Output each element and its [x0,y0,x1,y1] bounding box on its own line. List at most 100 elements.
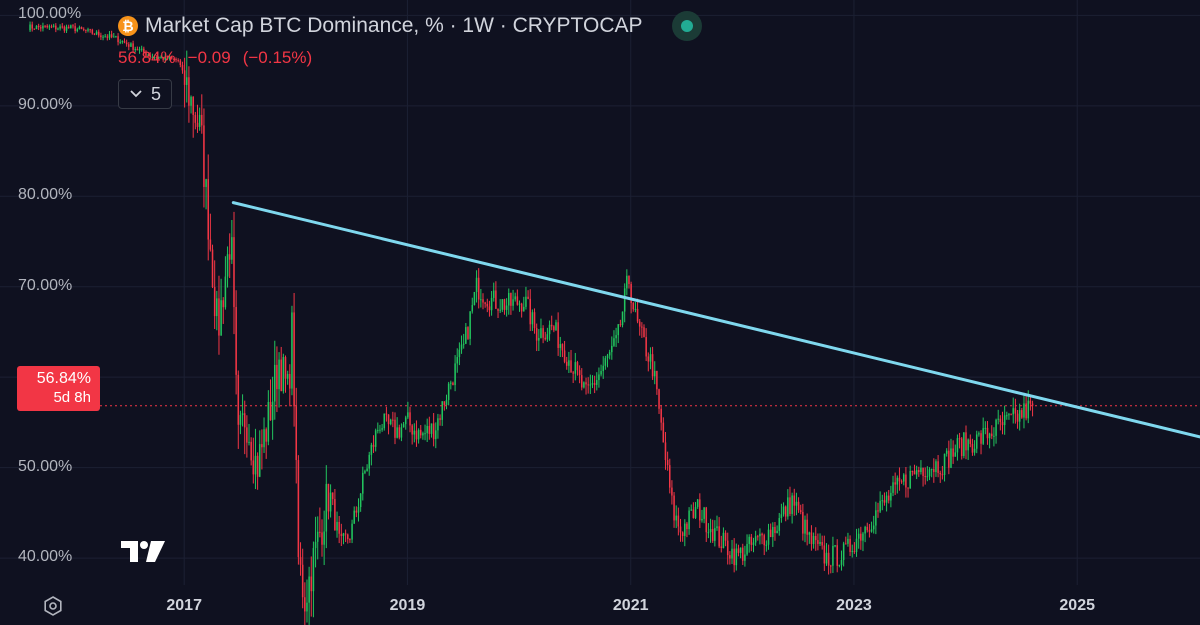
candle [939,470,942,483]
candle [769,523,772,538]
candle [488,300,491,317]
live-status-dot-icon [671,11,702,41]
candle [905,467,907,498]
candle [623,283,626,323]
candle [782,502,785,517]
candle [658,388,660,414]
candle [430,423,433,438]
candle [389,418,392,426]
candle [703,506,705,524]
candle [1010,413,1012,416]
settings-icon[interactable] [42,595,64,617]
candle [982,417,984,445]
candle [188,66,190,123]
candle [505,298,508,317]
candle [540,318,542,339]
candle [735,543,738,571]
candle [731,539,733,564]
candle [231,220,233,264]
candle [686,521,688,538]
candle [447,381,450,406]
candle [877,502,879,518]
candle [909,465,911,489]
candle [780,503,783,523]
candle [46,24,48,29]
candle [819,533,821,547]
candle [930,468,933,478]
candle [950,438,952,469]
candle [887,490,890,504]
chart-title[interactable]: Market Cap BTC Dominance, % · 1W · CRYPT… [145,14,643,37]
indicators-toggle-button[interactable]: 5 [118,79,172,109]
candle [885,491,888,512]
candle [55,23,57,33]
candle [398,424,401,440]
candle [136,46,139,51]
candle [246,415,248,458]
candle [201,94,203,134]
candle [428,416,431,440]
candle [331,492,334,506]
candle [1012,397,1015,424]
candle [518,300,521,312]
candle [701,509,703,523]
candle [737,544,740,557]
candle [993,427,995,447]
candle [269,379,272,421]
candle [890,485,892,508]
candle [986,421,989,445]
candle [583,381,585,389]
candle [776,525,778,534]
candle [63,25,66,33]
last-value: 56.84% [118,48,176,67]
candle [714,520,716,547]
candle [497,308,499,319]
candle [147,53,149,57]
candle [372,435,375,453]
candle [289,364,291,407]
candle [821,535,823,550]
candle [256,452,259,490]
candle [450,380,452,390]
candle [323,510,325,566]
candle [690,504,693,511]
candle [205,178,207,210]
indicator-count: 5 [150,83,161,104]
tradingview-logo-icon[interactable] [121,540,167,564]
candle [286,370,289,385]
candle [243,400,246,455]
candle [82,27,85,32]
candle [866,522,869,533]
candle [525,286,527,310]
candle [598,367,600,388]
candle [789,486,791,517]
candle [121,40,124,44]
candle [250,437,252,466]
x-tick-label: 2019 [389,597,426,614]
candle [516,289,519,306]
candle [660,404,662,431]
candle [628,275,630,289]
candle [928,467,931,481]
candle [799,504,802,515]
candle [299,542,302,576]
candle [235,290,237,395]
candle [501,299,504,313]
candle [140,45,143,52]
candle [471,297,474,314]
candle [310,556,313,617]
candle [591,375,594,389]
candle [274,340,276,420]
candle [733,538,735,573]
candle [100,32,102,40]
candle [224,256,227,310]
candle [164,53,167,63]
candle [293,293,295,427]
candle [512,289,514,311]
candle [29,21,31,32]
candle [611,336,613,360]
candle [778,512,781,536]
candle [671,480,673,505]
trendline[interactable] [231,201,1200,439]
